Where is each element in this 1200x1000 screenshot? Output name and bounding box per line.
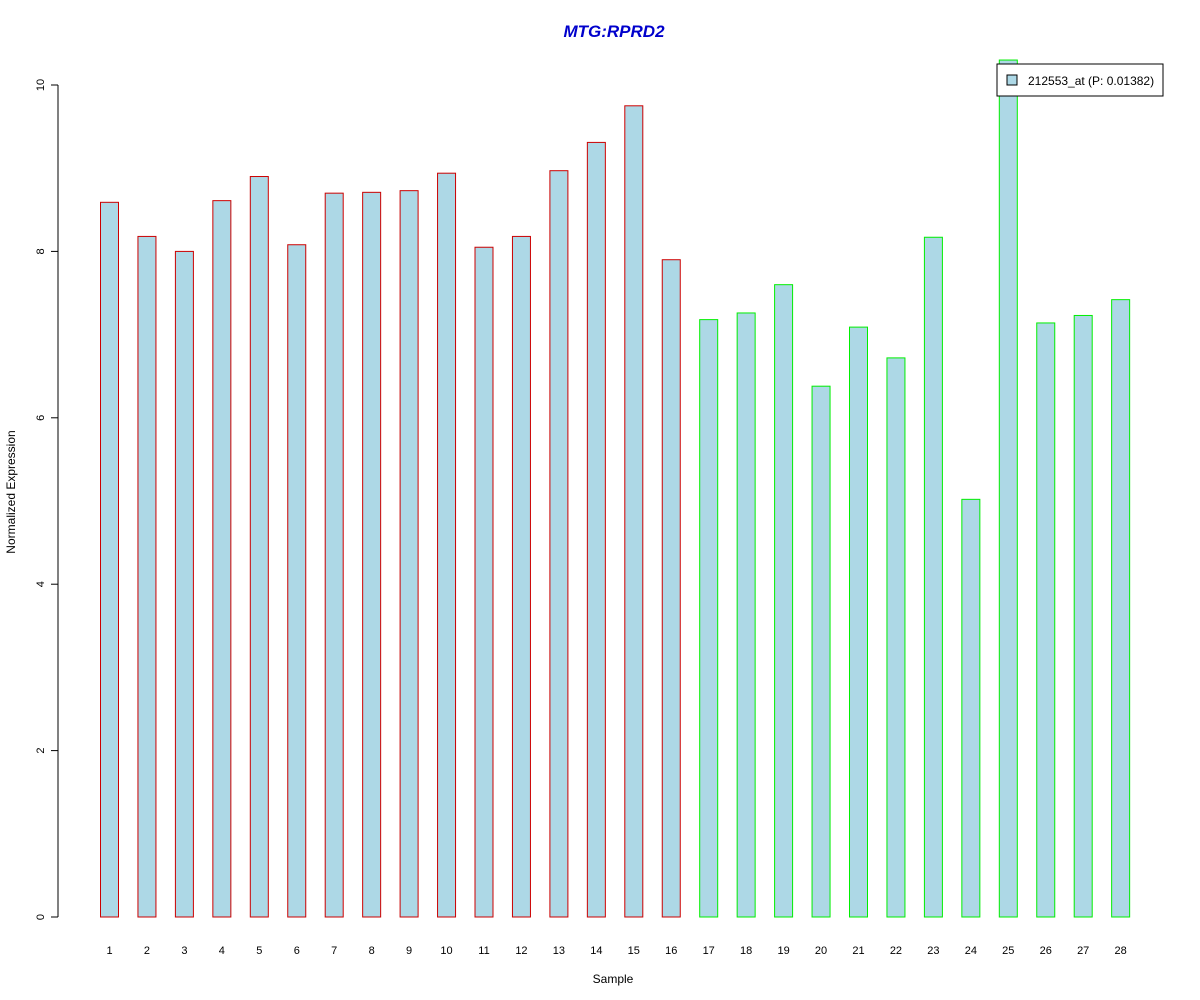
bar-sample-17 xyxy=(699,319,719,918)
x-tick-label: 25 xyxy=(1002,945,1014,957)
bar-sample-23 xyxy=(923,236,943,918)
x-tick-label: 13 xyxy=(553,945,565,957)
legend: 212553_at (P: 0.01382) xyxy=(996,63,1164,97)
x-tick-label: 8 xyxy=(369,945,375,957)
y-axis-ticks: 0 2 4 6 8 10 xyxy=(35,79,58,920)
x-tick-label: 23 xyxy=(927,945,939,957)
x-tick-label: 26 xyxy=(1040,945,1052,957)
x-tick-label: 22 xyxy=(890,945,902,957)
bar-sample-27 xyxy=(1073,314,1093,918)
x-tick-label: 10 xyxy=(440,945,452,957)
bar-sample-4 xyxy=(212,200,232,918)
x-tick-label: 24 xyxy=(965,945,977,957)
legend-box xyxy=(996,63,1164,97)
x-tick-label: 16 xyxy=(665,945,677,957)
bar-sample-6 xyxy=(287,244,307,918)
bar-sample-8 xyxy=(362,191,382,918)
x-tick-label: 2 xyxy=(144,945,150,957)
bar-sample-5 xyxy=(249,176,269,918)
x-tick-label: 6 xyxy=(294,945,300,957)
bar-sample-1 xyxy=(100,201,119,918)
bar-sample-9 xyxy=(399,190,419,918)
x-tick-label: 15 xyxy=(628,945,640,957)
bar-sample-19 xyxy=(774,284,794,918)
x-tick-label: 28 xyxy=(1115,945,1127,957)
x-tick-label: 9 xyxy=(406,945,412,957)
bar-sample-14 xyxy=(586,141,606,918)
x-tick-label: 14 xyxy=(590,945,602,957)
bar-sample-11 xyxy=(474,246,494,918)
x-tick-label: 27 xyxy=(1077,945,1089,957)
bar-sample-7 xyxy=(324,192,344,918)
x-tick-label: 11 xyxy=(478,945,489,957)
x-tick-label: 7 xyxy=(331,945,337,957)
bar-sample-28 xyxy=(1111,299,1131,918)
bar-sample-25 xyxy=(998,59,1018,918)
chart-title: MTG:RPRD2 xyxy=(563,22,665,41)
bar-sample-10 xyxy=(437,172,457,918)
bar-sample-3 xyxy=(174,250,194,918)
bar-sample-18 xyxy=(736,312,756,918)
y-tick-label: 2 xyxy=(35,748,47,754)
bar-sample-26 xyxy=(1036,322,1056,918)
bar-sample-13 xyxy=(549,170,569,918)
x-tick-label: 1 xyxy=(106,945,112,957)
x-tick-label: 20 xyxy=(815,945,827,957)
bar-sample-24 xyxy=(961,498,981,918)
legend-swatch xyxy=(1006,74,1018,86)
x-tick-label: 5 xyxy=(256,945,262,957)
x-tick-label: 18 xyxy=(740,945,752,957)
x-axis-label: Sample xyxy=(593,972,634,986)
bars xyxy=(100,59,1131,918)
bar-sample-16 xyxy=(661,259,681,918)
y-tick-label: 6 xyxy=(35,415,47,421)
y-tick-label: 8 xyxy=(35,248,47,254)
bar-sample-15 xyxy=(624,105,644,918)
bar-sample-2 xyxy=(137,235,157,918)
x-tick-label: 12 xyxy=(515,945,527,957)
y-tick-label: 4 xyxy=(35,581,47,587)
x-tick-label: 19 xyxy=(777,945,789,957)
y-tick-label: 0 xyxy=(35,914,47,920)
x-tick-label: 17 xyxy=(703,945,715,957)
bar-sample-21 xyxy=(849,326,868,918)
x-tick-label: 4 xyxy=(219,945,225,957)
y-axis-label: Normalized Expression xyxy=(4,430,18,553)
bar-sample-22 xyxy=(886,357,906,918)
bar-sample-12 xyxy=(511,235,531,918)
legend-label: 212553_at (P: 0.01382) xyxy=(1028,74,1154,88)
x-axis-ticks: 1 2 3 4 5 6 7 8 9 10 11 12 13 14 15 16 17 18 19 20 21 22 23 24 2… xyxy=(106,945,1126,957)
x-tick-label: 21 xyxy=(852,945,864,957)
x-tick-label: 3 xyxy=(181,945,187,957)
bar-sample-20 xyxy=(811,385,831,918)
y-tick-label: 10 xyxy=(35,79,47,91)
